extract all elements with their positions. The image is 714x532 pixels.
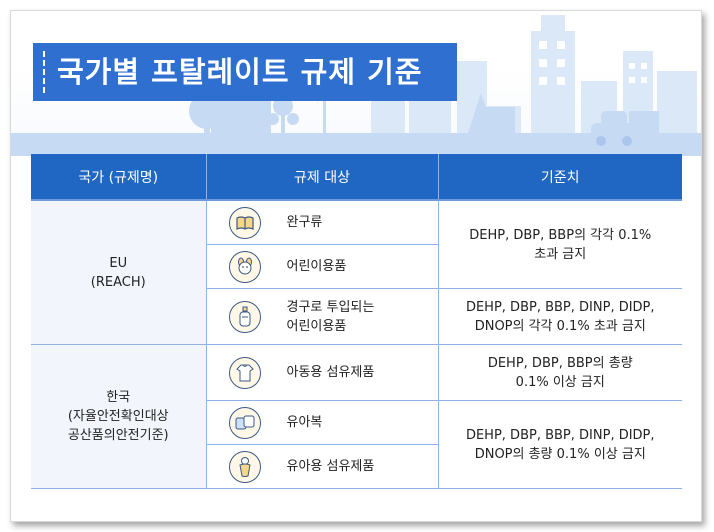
- infographic-frame: 국가별 프탈레이트 규제 기준 국가 (규제명) 규제 대상 기준치 EU (R…: [10, 10, 702, 522]
- target-label: 아동용 섬유제품: [286, 365, 375, 380]
- baby-bottle-icon: [228, 300, 261, 333]
- country-name: EU: [109, 255, 128, 271]
- regulation-name: (자율안전확인대상: [67, 409, 169, 424]
- table-row: 경구로 투입되는 어린이용품 DEHP, DBP, BBP, DINP, DID…: [31, 288, 682, 345]
- title-dashed-rule: [43, 51, 45, 93]
- header-banner: 국가별 프탈레이트 규제 기준: [11, 11, 701, 156]
- table-row: 유아용 섬유제품: [31, 444, 682, 489]
- target-label: 경구로 투입되는 어린이용품: [287, 298, 375, 336]
- table-row: 한국 (자율안전확인대상 공산품의안전기준) 아동용 섬유제품 DEHP, DB…: [31, 344, 682, 489]
- target-label-line: 어린이용품: [286, 318, 347, 334]
- target-label: 유아용 섬유제품: [286, 459, 375, 474]
- country-cell-korea: 한국 (자율안전확인대상 공산품의안전기준): [31, 344, 207, 489]
- header-criteria: 기준치: [437, 154, 682, 201]
- table-header-row: 국가 (규제명) 규제 대상 기준치: [31, 154, 682, 201]
- criteria-line: DNOP의 각각 0.1% 초과 금지: [474, 318, 646, 334]
- criteria-cell: DEHP, DBP, BBP의 각각 0.1% 초과 금지: [437, 199, 682, 289]
- criteria-cell: DEHP, DBP, BBP, DINP, DIDP, DNOP의 각각 0.1…: [437, 288, 682, 345]
- target-cell: 아동용 섬유제품: [205, 344, 439, 401]
- criteria-line: DEHP, DBP, BBP의 각각 0.1%: [469, 227, 652, 243]
- kids-clothing-icon: [228, 356, 261, 389]
- target-label: 어린이용품: [286, 259, 347, 274]
- table-row: EU (REACH) 완구류 DEHP, DBP, BBP의 각각 0.1% 초…: [31, 199, 682, 345]
- target-label: 완구류: [286, 215, 323, 230]
- criteria-cell: DEHP, DBP, BBP의 총량 0.1% 이상 금지: [437, 344, 682, 401]
- title-banner: 국가별 프탈레이트 규제 기준: [33, 43, 457, 101]
- country-name: 한국: [106, 390, 131, 405]
- target-cell: 경구로 투입되는 어린이용품: [206, 288, 439, 345]
- criteria-line: 초과 금지: [534, 246, 587, 262]
- regulation-name: 공산품의안전기준): [67, 428, 169, 443]
- criteria-line: DNOP의 총량 0.1% 이상 금지: [474, 446, 646, 462]
- swaddle-icon: [228, 450, 261, 483]
- criteria-line: 0.1% 이상 금지: [515, 374, 605, 390]
- header-target: 규제 대상: [205, 154, 439, 201]
- target-cell: 유아복: [206, 400, 439, 445]
- header-country: 국가 (규제명): [31, 154, 207, 201]
- target-label: 유아복: [286, 415, 323, 430]
- target-cell: 어린이용품: [206, 244, 438, 289]
- criteria-cell: DEHP, DBP, BBP, DINP, DIDP, DNOP의 총량 0.1…: [437, 400, 682, 489]
- phthalate-regulation-table: 국가 (규제명) 규제 대상 기준치 EU (REACH) 완구류: [31, 154, 682, 489]
- page-title: 국가별 프탈레이트 규제 기준: [57, 55, 423, 89]
- book-toy-icon: [228, 206, 261, 239]
- target-cell: 완구류: [205, 199, 439, 245]
- criteria-line: DEHP, DBP, BBP의 총량: [487, 355, 633, 371]
- baby-clothes-icon: [228, 406, 261, 439]
- country-cell-eu: EU (REACH): [31, 199, 207, 345]
- plush-toy-icon: [228, 250, 261, 283]
- target-cell: 유아용 섬유제품: [206, 444, 438, 489]
- table-row: 유아복 DEHP, DBP, BBP, DINP, DIDP, DNOP의 총량…: [31, 400, 682, 489]
- regulation-name: (REACH): [90, 274, 146, 290]
- table-row: 어린이용품: [31, 244, 682, 289]
- target-label-line: 경구로 투입되는: [286, 299, 375, 315]
- criteria-line: DEHP, DBP, BBP, DINP, DIDP,: [465, 427, 655, 443]
- criteria-line: DEHP, DBP, BBP, DINP, DIDP,: [465, 299, 655, 315]
